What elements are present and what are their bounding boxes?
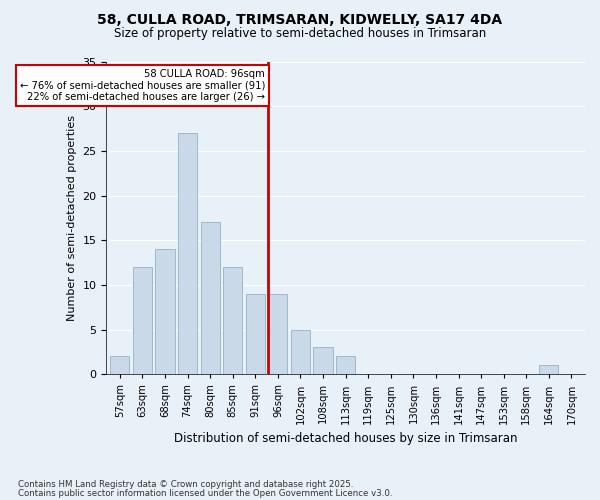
Bar: [223, 267, 242, 374]
Bar: [110, 356, 130, 374]
Text: 58 CULLA ROAD: 96sqm
← 76% of semi-detached houses are smaller (91)
22% of semi-: 58 CULLA ROAD: 96sqm ← 76% of semi-detac…: [20, 68, 265, 102]
Bar: [539, 366, 559, 374]
Bar: [291, 330, 310, 374]
Text: Size of property relative to semi-detached houses in Trimsaran: Size of property relative to semi-detach…: [114, 28, 486, 40]
Bar: [268, 294, 287, 374]
Y-axis label: Number of semi-detached properties: Number of semi-detached properties: [67, 115, 77, 321]
Text: 58, CULLA ROAD, TRIMSARAN, KIDWELLY, SA17 4DA: 58, CULLA ROAD, TRIMSARAN, KIDWELLY, SA1…: [97, 12, 503, 26]
X-axis label: Distribution of semi-detached houses by size in Trimsaran: Distribution of semi-detached houses by …: [174, 432, 517, 445]
Bar: [200, 222, 220, 374]
Bar: [155, 249, 175, 374]
Bar: [133, 267, 152, 374]
Bar: [336, 356, 355, 374]
Bar: [313, 348, 332, 374]
Bar: [246, 294, 265, 374]
Text: Contains HM Land Registry data © Crown copyright and database right 2025.: Contains HM Land Registry data © Crown c…: [18, 480, 353, 489]
Text: Contains public sector information licensed under the Open Government Licence v3: Contains public sector information licen…: [18, 489, 392, 498]
Bar: [178, 133, 197, 374]
